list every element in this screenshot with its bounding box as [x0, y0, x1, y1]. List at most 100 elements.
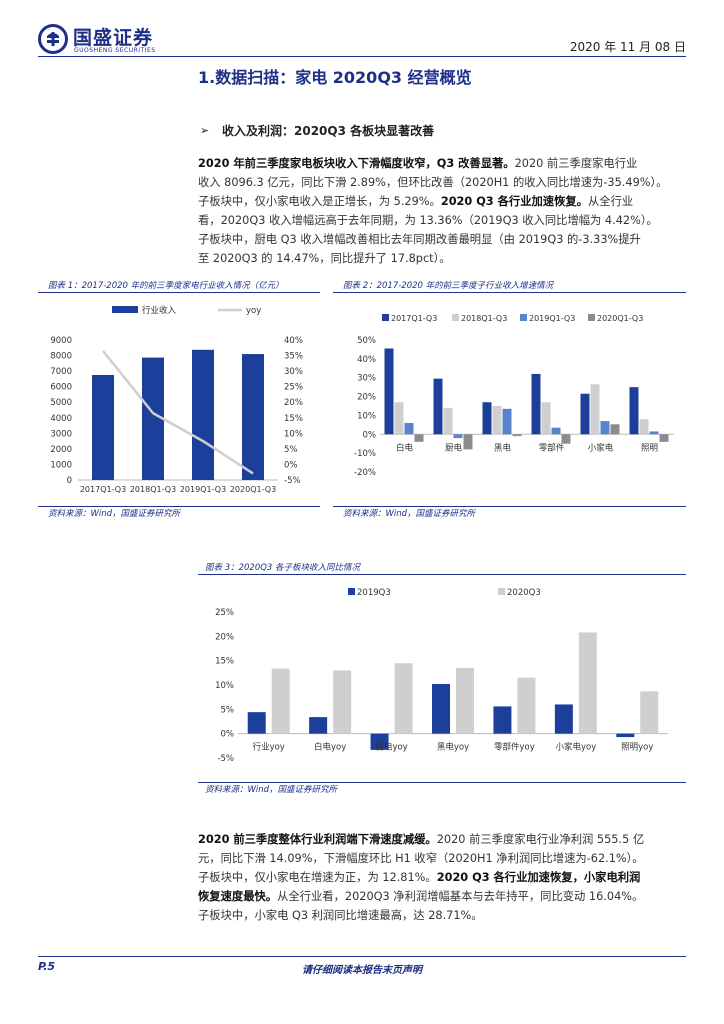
para1-line-1: 2020 年前三季度家电板块收入下滑幅度收窄，Q3 改善显著。2020 前三季度… — [198, 157, 638, 170]
bar-2019Q1-Q3 — [404, 422, 414, 435]
bar-2019Q3 — [432, 684, 450, 734]
y-tick-label: 0 — [67, 476, 72, 486]
y2-tick-label: 15% — [284, 414, 303, 424]
bar-2019Q3 — [370, 733, 389, 750]
x-tick-label: 小家电 — [588, 442, 614, 453]
header-rule — [38, 56, 686, 57]
bar-2019Q3 — [554, 704, 573, 734]
section-title: 1.数据扫描：家电 2020Q3 经营概览 — [198, 68, 472, 87]
y-tick-label: 0% — [221, 730, 235, 740]
y-tick-label: 0% — [363, 430, 377, 440]
x-tick-label: 2017Q1-Q3 — [80, 485, 126, 494]
x-tick-label: 黑电 — [494, 442, 512, 453]
bar-2020Q1-Q3 — [414, 434, 424, 442]
bar-2017Q1-Q3 — [433, 378, 443, 435]
x-tick-label: 2019Q1-Q3 — [180, 485, 226, 494]
bar-revenue — [142, 357, 164, 480]
para1-line-4: 看，2020Q3 收入增幅远高于去年同期，为 13.36%（2019Q3 收入同… — [198, 214, 658, 227]
x-tick-label: 白电 — [396, 442, 414, 453]
bar-2019Q3 — [616, 733, 635, 738]
para2-line-4: 恢复速度最快。从全行业看，2020Q3 净利润增幅基本与去年持平，同比变动 16… — [198, 890, 644, 903]
y2-tick-label: 25% — [284, 383, 303, 393]
fig1-title-rule — [38, 292, 320, 293]
bar-2020Q1-Q3 — [610, 424, 620, 435]
paragraph-profit: 2020 前三季度整体行业利润端下滑速度减缓。2020 前三季度家电行业净利润 … — [198, 830, 686, 925]
bar-2017Q1-Q3 — [531, 373, 541, 435]
y-tick-label: -10% — [354, 449, 376, 459]
subtitle-bullet-icon: ➢ — [200, 124, 210, 137]
bar-2017Q1-Q3 — [384, 348, 394, 435]
y2-tick-label: 5% — [284, 445, 298, 455]
y-tick-label: 7000 — [50, 367, 72, 377]
x-tick-label: 白电yoy — [314, 742, 346, 753]
y-tick-label: 20% — [357, 393, 376, 403]
bar-2019Q1-Q3 — [453, 434, 463, 439]
legend-label-revenue: 行业收入 — [142, 305, 177, 316]
y-tick-label: 5000 — [50, 398, 72, 408]
bar-2019Q1-Q3 — [551, 427, 561, 435]
brand-logo: 国盛证券 GUOSHENG SECURITIES — [38, 22, 188, 56]
legend-swatch — [498, 588, 505, 595]
bar-2020Q3 — [517, 677, 536, 734]
x-tick-label: 照明 — [641, 443, 658, 453]
legend-swatch — [588, 314, 595, 321]
fig2-title-rule — [333, 292, 686, 293]
para2-line-2: 元，同比下滑 14.09%，下滑幅度环比 H1 收窄（2020H1 净利润同比增… — [198, 852, 644, 865]
y-tick-label: 5% — [221, 705, 235, 715]
bar-revenue — [192, 349, 214, 480]
x-tick-label: 2020Q1-Q3 — [230, 485, 276, 494]
y2-tick-label: 20% — [284, 398, 303, 408]
para2-line-5: 子板块中，小家电 Q3 利润同比增速最高，达 28.71%。 — [198, 909, 483, 922]
y2-tick-label: 30% — [284, 367, 303, 377]
bar-2018Q1-Q3 — [590, 384, 600, 435]
para1-line-5: 子板块中，厨电 Q3 收入增幅改善相比去年同期改善最明显（由 2019Q3 的-… — [198, 233, 641, 246]
x-tick-label: 行业yoy — [253, 742, 285, 753]
legend-swatch-revenue — [112, 306, 138, 313]
chart-industry-revenue: 行业收入 yoy 0 1000 2000 3000 4000 5000 6000 7000 8000… — [50, 305, 303, 494]
y-tick-label: 20% — [215, 632, 234, 642]
bar-2020Q3 — [640, 691, 659, 734]
para1-line-3: 子板块中，仅小家电收入是正增长，为 5.29%。2020 Q3 各行业加速恢复。… — [198, 195, 634, 208]
x-tick-label: 照明yoy — [621, 743, 653, 753]
y2-tick-label: 35% — [284, 352, 303, 362]
bar-2020Q3 — [456, 667, 474, 734]
bar-2017Q1-Q3 — [629, 387, 639, 435]
bar-2019Q3 — [493, 706, 512, 734]
bar-2020Q3 — [271, 668, 290, 734]
footer-rule — [38, 956, 686, 957]
x-tick-label: 零部件yoy — [494, 742, 535, 753]
fig2-title: 图表 2：2017-2020 年的前三季度子行业收入增速情况 — [343, 281, 554, 291]
y-tick-label: 25% — [215, 608, 234, 618]
section-subtitle: 收入及利润：2020Q3 各板块显著改善 — [222, 124, 435, 138]
y-tick-label: -5% — [217, 754, 234, 764]
x-tick-label: 2018Q1-Q3 — [130, 485, 176, 494]
fig3-source: 资料来源：Wind，国盛证券研究所 — [205, 785, 338, 795]
legend-label: 2018Q1-Q3 — [461, 314, 507, 323]
y-tick-label: 6000 — [50, 383, 72, 393]
fig1-title: 图表 1：2017-2020 年的前三季度家电行业收入情况（亿元） — [48, 281, 284, 291]
y-tick-label: 8000 — [50, 352, 72, 362]
bar-2018Q1-Q3 — [541, 402, 551, 435]
legend-swatch — [520, 314, 527, 321]
bar-2018Q1-Q3 — [639, 419, 649, 435]
y-tick-label: 4000 — [50, 414, 72, 424]
fig2-source-rule — [333, 506, 686, 507]
fig1-source-rule — [38, 506, 320, 507]
bar-2017Q1-Q3 — [482, 402, 492, 435]
para2-line-3: 子板块中，仅小家电在增速为正，为 12.81%。2020 Q3 各行业加速恢复，… — [198, 871, 641, 884]
bar-2018Q1-Q3 — [394, 402, 404, 435]
bar-revenue — [242, 354, 264, 480]
x-tick-label: 厨电yoy — [375, 742, 407, 753]
logo-name: 国盛证券 — [73, 27, 154, 49]
legend-label-yoy: yoy — [246, 306, 261, 316]
legend-label: 2019Q3 — [357, 588, 391, 598]
y-tick-label: 3000 — [50, 429, 72, 439]
fig3-source-rule — [198, 782, 686, 783]
legend-swatch — [452, 314, 459, 321]
paragraph-revenue: 2020 年前三季度家电板块收入下滑幅度收窄，Q3 改善显著。2020 前三季度… — [198, 154, 686, 268]
para2-line-1: 2020 前三季度整体行业利润端下滑速度减缓。2020 前三季度家电行业净利润 … — [198, 833, 645, 846]
legend-label: 2019Q1-Q3 — [529, 314, 575, 323]
bar-2019Q1-Q3 — [502, 408, 512, 435]
fig3-title: 图表 3：2020Q3 各子板块收入同比情况 — [205, 563, 361, 573]
bar-2019Q1-Q3 — [649, 431, 659, 435]
